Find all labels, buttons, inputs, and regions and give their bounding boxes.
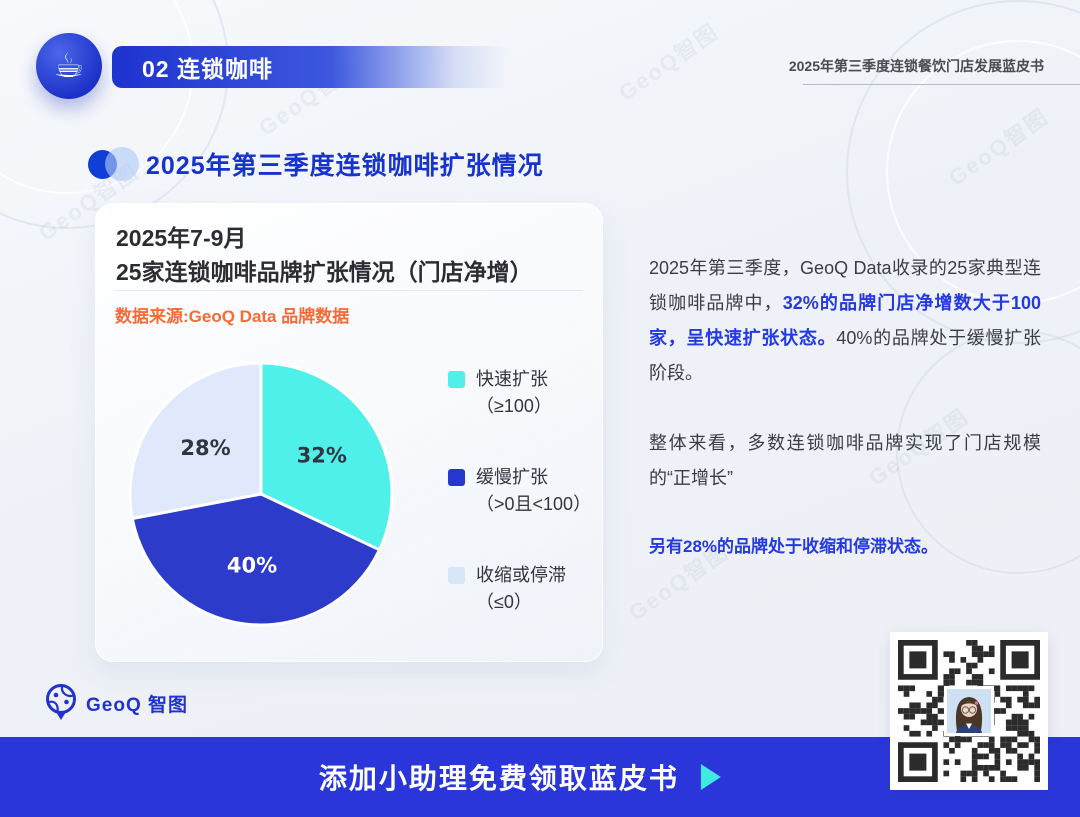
chart-title-line1: 2025年7-9月 [116,225,247,251]
play-triangle-icon [700,764,721,790]
section-heading: 2025年第三季度连锁咖啡扩张情况 [88,146,544,182]
analysis-paragraph-2: 整体来看，多数连锁咖啡品牌实现了门店规模的“正增长” [649,433,1041,488]
section-title: 2025年第三季度连锁咖啡扩张情况 [146,152,544,180]
legend-swatch-light [448,567,465,584]
legend-label: 收缩或停滞 [476,565,566,585]
chart-card-title: 2025年7-9月 25家连锁咖啡品牌扩张情况（门店净增） [116,221,533,289]
chart-title-line2: 25家连锁咖啡品牌扩张情况（门店净增） [116,259,533,285]
coffee-cup-icon: ☕ [53,46,85,86]
legend-range: （≥100） [476,396,552,416]
analysis-paragraph-1: 2025年第三季度，GeoQ Data收录的25家典型连锁咖啡品牌中，32%的品… [649,251,1041,391]
legend-item-slow-expansion: 缓慢扩张 （>0且<100） [448,464,591,518]
geoq-logo: GeoQ 智图 [42,682,188,724]
geoq-logo-text: GeoQ 智图 [86,694,189,716]
data-source-label: 数据来源:GeoQ Data 品牌数据 [115,307,350,326]
svg-text:40%: 40% [227,554,277,578]
analysis-column: 2025年第三季度，GeoQ Data收录的25家典型连锁咖啡品牌中，32%的品… [649,251,1041,564]
chapter-badge: 02 连锁咖啡 [112,46,510,88]
document-title: 2025年第三季度连锁餐饮门店发展蓝皮书 [788,58,1044,74]
chapter-icon-badge: ☕ [36,33,102,99]
pie-chart: 32% 40% 28% [128,361,394,627]
chart-legend: 快速扩张 （≥100） 缓慢扩张 （>0且<100） 收缩或停滞 （≤0） [448,366,591,660]
legend-item-fast-expansion: 快速扩张 （≥100） [448,366,591,420]
section-bullet-icon [88,147,140,181]
watermark: GeoQ智图 [614,18,724,106]
legend-range: （>0且<100） [476,494,592,514]
legend-swatch-cyan [448,371,465,388]
banner-cta-text: 添加小助理免费领取蓝皮书 [318,763,679,794]
avatar [944,686,994,736]
analysis-text: 2025年第三季度，GeoQ Data收录的25家典型连锁咖啡品牌中， [649,258,1041,313]
legend-range: （≤0） [476,592,532,612]
svg-text:28%: 28% [180,436,230,460]
legend-label: 缓慢扩张 [476,467,548,487]
analysis-highlight: 32%的品牌门店净增数大于100家，呈快速扩张状态。 [649,293,1042,348]
analysis-text: 40%的品牌处于缓慢扩张阶段。 [649,328,1042,383]
decorative-ring [0,0,229,229]
legend-swatch-blue [448,469,465,486]
qr-code-tile [890,632,1048,790]
legend-item-shrink-stagnant: 收缩或停滞 （≤0） [448,562,591,616]
svg-text:32%: 32% [297,443,347,467]
chapter-badge-label: 02 连锁咖啡 [142,56,273,82]
qr-code [898,640,1040,782]
analysis-paragraph-3: 另有28%的品牌处于收缩和停滞状态。 [649,537,939,556]
legend-label: 快速扩张 [476,369,548,389]
card-divider [115,290,583,291]
document-title-underline [803,84,1080,85]
geoq-pin-icon [46,684,76,720]
watermark: GeoQ智图 [944,103,1054,191]
